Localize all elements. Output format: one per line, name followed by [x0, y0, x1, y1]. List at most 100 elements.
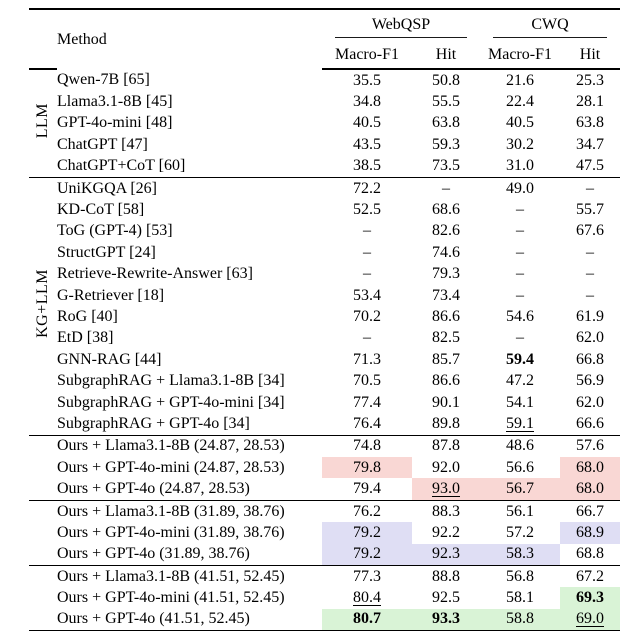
- table-row: Ours + Llama3.1-8B (24.87, 28.53) 74.8 87.…: [29, 435, 620, 457]
- method-cell: SubgraphRAG + GPT-4o [34]: [57, 414, 250, 432]
- table-row: Ours + GPT-4o (31.89, 38.76) 79.2 92.3 58.3…: [29, 543, 620, 566]
- cell-cwq-macro-f1: –: [516, 222, 524, 240]
- cell-webqsp-macro-f1: 40.5: [353, 114, 381, 132]
- table-row: Ours + GPT-4o (24.87, 28.53) 79.4 93.0 56.7…: [29, 478, 621, 501]
- table-row: ToG (GPT-4) [53] – 82.6 – 67.6: [29, 221, 620, 242]
- method-cell: Retrieve-Rewrite-Answer [63]: [57, 265, 253, 283]
- cell-cwq-macro-f1: –: [516, 243, 524, 261]
- cell-webqsp-hit: 50.8: [432, 71, 460, 89]
- table-row: GPT-4o-mini [48] 40.5 63.8 40.5 63.8: [29, 113, 620, 134]
- cell-webqsp-hit: 74.6: [432, 243, 460, 261]
- cell-webqsp-hit: 73.4: [432, 286, 460, 304]
- cell-cwq-macro-f1: 31.0: [506, 157, 534, 175]
- row-group-spacer: [29, 500, 57, 565]
- table-row: Llama3.1-8B [45] 34.8 55.5 22.4 28.1: [29, 91, 620, 112]
- value-text: 92.3: [432, 545, 460, 563]
- cell-cwq-hit: 68.0: [560, 457, 621, 479]
- cell-webqsp-hit: 79.3: [432, 265, 460, 283]
- cell-webqsp-hit: 73.5: [432, 157, 460, 175]
- value-text: 69.0: [576, 610, 604, 628]
- row-group-label: LLM: [29, 69, 57, 177]
- cell-cwq-macro-f1: –: [516, 201, 524, 219]
- cell-cwq-macro-f1: –: [516, 286, 524, 304]
- column-group-webqsp-label: WebQSP: [335, 16, 467, 38]
- cell-cwq-hit: 66.8: [576, 350, 604, 368]
- table-row: SubgraphRAG + Llama3.1-8B [34] 70.5 86.6 47…: [29, 370, 620, 391]
- table-row: Ours + Llama3.1-8B (41.51, 52.45) 77.3 88.…: [29, 565, 620, 587]
- cell-webqsp-hit: 92.2: [432, 523, 460, 541]
- method-cell: Ours + GPT-4o-mini (31.89, 38.76): [57, 523, 285, 541]
- cell-cwq-macro-f1: 56.6: [506, 458, 534, 476]
- cell-webqsp-macro-f1: 72.2: [353, 179, 381, 197]
- cell-cwq-macro-f1: 48.6: [506, 437, 534, 455]
- cell-cwq-hit: 68.9: [560, 522, 621, 544]
- column-group-cwq: CWQ: [480, 9, 620, 41]
- cell-cwq-hit: 56.9: [576, 372, 604, 390]
- column-header-webqsp-hit: Hit: [412, 41, 480, 70]
- header-spacer: [29, 9, 57, 41]
- cell-webqsp-macro-f1: 71.3: [353, 350, 381, 368]
- method-cell: RoG [40]: [57, 307, 118, 325]
- cell-webqsp-hit: 87.8: [432, 437, 460, 455]
- table-header: Method WebQSP CWQ Macro-F1 Hit Macro-F1 …: [29, 9, 621, 70]
- cell-webqsp-macro-f1: 70.2: [353, 307, 381, 325]
- cell-webqsp-macro-f1: 70.5: [353, 372, 381, 390]
- column-group-webqsp: WebQSP: [322, 9, 480, 41]
- table-row: KD-CoT [58] 52.5 68.6 – 55.7: [29, 199, 620, 220]
- cell-webqsp-hit: 82.6: [432, 222, 460, 240]
- group-ours-4: Ours + Llama3.1-8B (41.51, 52.45) 77.3 88.…: [29, 565, 621, 631]
- cell-webqsp-macro-f1: 34.8: [353, 93, 381, 111]
- cell-webqsp-hit: 92.5: [432, 589, 460, 607]
- value-text: 79.2: [353, 545, 381, 563]
- cell-cwq-hit: 34.7: [576, 135, 604, 153]
- value-text: 79.2: [353, 523, 381, 541]
- table-row: RoG [40] 70.2 86.6 54.6 61.9: [29, 306, 620, 327]
- cell-webqsp-hit: 88.3: [432, 502, 460, 520]
- value-text: 69.3: [576, 589, 604, 607]
- cell-cwq-macro-f1: 56.1: [506, 502, 534, 520]
- method-cell: ToG (GPT-4) [53]: [57, 222, 173, 240]
- cell-cwq-hit: 68.8: [576, 545, 604, 563]
- cell-webqsp-hit: 92.0: [432, 458, 460, 476]
- cell-webqsp-hit: 85.7: [432, 350, 460, 368]
- cell-cwq-macro-f1: 21.6: [506, 71, 534, 89]
- table-row: Ours + GPT-4o-mini (41.51, 52.45) 80.4 92.…: [29, 587, 621, 609]
- method-cell: SubgraphRAG + Llama3.1-8B [34]: [57, 372, 285, 390]
- cell-cwq-macro-f1: 40.5: [506, 114, 534, 132]
- cell-cwq-hit: 67.2: [576, 567, 604, 585]
- method-cell: KD-CoT [58]: [57, 201, 145, 219]
- method-cell: ChatGPT+CoT [60]: [57, 157, 186, 175]
- method-cell: ChatGPT [47]: [57, 135, 148, 153]
- cell-cwq-macro-f1: 49.0: [506, 179, 534, 197]
- method-cell: Ours + GPT-4o-mini (24.87, 28.53): [57, 458, 285, 476]
- value-text: 68.9: [576, 523, 604, 541]
- group-ours-2: Ours + Llama3.1-8B (24.87, 28.53) 74.8 87.…: [29, 435, 621, 501]
- cell-webqsp-macro-f1: 53.4: [353, 286, 381, 304]
- cell-webqsp-hit: 90.1: [432, 393, 460, 411]
- cell-webqsp-hit: 59.3: [432, 135, 460, 153]
- value-text: 93.0: [432, 480, 460, 498]
- cell-cwq-hit: –: [586, 265, 594, 283]
- method-cell: Ours + Llama3.1-8B (24.87, 28.53): [57, 437, 285, 455]
- results-table: Method WebQSP CWQ Macro-F1 Hit Macro-F1 …: [29, 8, 621, 631]
- cell-cwq-macro-f1: –: [516, 265, 524, 283]
- cell-cwq-hit: –: [586, 179, 594, 197]
- value-text: 79.8: [353, 458, 381, 476]
- cell-cwq-hit: 67.6: [576, 222, 604, 240]
- cell-webqsp-hit: 88.8: [432, 567, 460, 585]
- cell-cwq-hit: 47.5: [576, 157, 604, 175]
- cell-webqsp-macro-f1: 79.4: [353, 480, 381, 498]
- table-row: GNN-RAG [44] 71.3 85.7 59.4 66.8: [29, 349, 620, 370]
- cell-webqsp-macro-f1: 80.4: [322, 587, 412, 608]
- cell-webqsp-macro-f1: 74.8: [353, 437, 381, 455]
- method-cell: UniKGQA [26]: [57, 179, 157, 197]
- method-cell: Qwen-7B [65]: [57, 71, 150, 89]
- column-group-cwq-label: CWQ: [493, 16, 608, 38]
- value-text: 59.4: [506, 350, 534, 368]
- cell-cwq-macro-f1: 59.1: [480, 413, 560, 435]
- cell-cwq-macro-f1: 47.2: [506, 372, 534, 390]
- cell-cwq-macro-f1: 30.2: [506, 135, 534, 153]
- cell-webqsp-macro-f1: 43.5: [353, 135, 381, 153]
- method-cell: GNN-RAG [44]: [57, 350, 162, 368]
- table-row: EtD [38] – 82.5 – 62.0: [29, 328, 620, 349]
